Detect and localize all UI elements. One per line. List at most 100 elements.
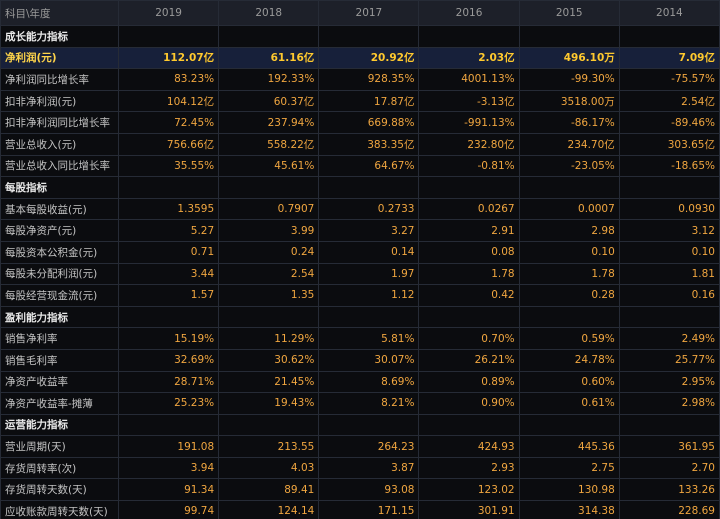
value-cell: -75.57% [618, 68, 720, 91]
empty-cell [318, 413, 420, 437]
value-cell: 19.43% [218, 392, 320, 415]
value-cell: 112.07亿 [117, 46, 220, 70]
section-title: 每股指标 [0, 176, 119, 199]
data-row: 营业总收入同比增长率 35.55% 45.61% 64.67% -0.81% -23.05… [0, 154, 720, 178]
row-label: 每股经营现金流(元) [0, 284, 119, 307]
value-cell: -86.17% [518, 111, 620, 134]
empty-cell [218, 305, 320, 329]
section-title: 成长能力指标 [0, 25, 119, 48]
value-cell: 0.0930 [618, 197, 720, 221]
value-cell: 192.33% [218, 68, 320, 91]
empty-cell [618, 305, 720, 329]
value-cell: 496.10万 [518, 46, 620, 70]
value-cell: 756.66亿 [117, 132, 220, 156]
empty-cell [117, 413, 220, 437]
value-cell: 7.09亿 [618, 46, 720, 70]
data-row: 应收账款周转天数(天) 99.74 124.14 171.15 301.91 314.38… [0, 500, 720, 519]
value-cell: 0.14 [318, 240, 420, 264]
row-label: 存货周转天数(天) [0, 478, 119, 502]
value-cell: 5.27 [117, 219, 220, 242]
value-cell: 0.10 [518, 240, 620, 264]
value-cell: -0.81% [418, 154, 520, 178]
row-label: 每股净资产(元) [0, 219, 119, 242]
data-row: 存货周转天数(天) 91.34 89.41 93.08 123.02 130.98 133.… [0, 478, 720, 502]
empty-cell [218, 25, 320, 48]
value-cell: 3.44 [117, 262, 220, 286]
empty-cell [318, 176, 420, 199]
value-cell: 91.34 [117, 478, 220, 502]
value-cell: 3.87 [318, 456, 420, 480]
header-cell: 2017 [318, 0, 420, 26]
value-cell: 234.70亿 [518, 132, 620, 156]
empty-cell [518, 176, 620, 199]
row-label: 净利润(元) [0, 46, 119, 70]
value-cell: 2.75 [518, 456, 620, 480]
data-row: 净资产收益率 28.71% 21.45% 8.69% 0.89% 0.60% 2.95% [0, 370, 720, 394]
value-cell: 1.81 [618, 262, 720, 286]
value-cell: 3.12 [618, 219, 720, 242]
value-cell: 24.78% [518, 348, 620, 372]
value-cell: 99.74 [117, 500, 220, 519]
value-cell: 72.45% [117, 111, 220, 134]
value-cell: 424.93 [418, 435, 520, 458]
row-label: 基本每股收益(元) [0, 197, 119, 221]
value-cell: 0.28 [518, 284, 620, 307]
value-cell: 0.0007 [518, 197, 620, 221]
value-cell: 301.91 [418, 500, 520, 519]
value-cell: 20.92亿 [318, 46, 420, 70]
value-cell: 30.07% [318, 348, 420, 372]
value-cell: -99.30% [518, 68, 620, 91]
row-label: 营业周期(天) [0, 435, 119, 458]
value-cell: 104.12亿 [117, 89, 220, 113]
data-row: 销售毛利率 32.69% 30.62% 30.07% 26.21% 24.78% 25.77… [0, 348, 720, 372]
header-cell: 2016 [418, 0, 520, 26]
value-cell: 17.87亿 [318, 89, 420, 113]
row-label: 销售毛利率 [0, 348, 119, 372]
section-row: 每股指标 [0, 176, 720, 199]
value-cell: 5.81% [318, 327, 420, 350]
empty-cell [518, 25, 620, 48]
value-cell: 35.55% [117, 154, 220, 178]
value-cell: 133.26 [618, 478, 720, 502]
value-cell: 123.02 [418, 478, 520, 502]
value-cell: 93.08 [318, 478, 420, 502]
value-cell: 1.57 [117, 284, 220, 307]
value-cell: 2.98 [518, 219, 620, 242]
value-cell: 0.61% [518, 392, 620, 415]
value-cell: 1.35 [218, 284, 320, 307]
data-row: 基本每股收益(元) 1.3595 0.7907 0.2733 0.0267 0.0007 0… [0, 197, 720, 221]
data-row: 净利润同比增长率 83.23% 192.33% 928.35% 4001.13% -99.… [0, 68, 720, 91]
value-cell: 2.54亿 [618, 89, 720, 113]
value-cell: 445.36 [518, 435, 620, 458]
value-cell: 1.97 [318, 262, 420, 286]
value-cell: 0.59% [518, 327, 620, 350]
value-cell: 0.0267 [418, 197, 520, 221]
row-label: 应收账款周转天数(天) [0, 500, 119, 519]
value-cell: 21.45% [218, 370, 320, 394]
value-cell: 3.27 [318, 219, 420, 242]
value-cell: 0.60% [518, 370, 620, 394]
empty-cell [418, 176, 520, 199]
value-cell: 558.22亿 [218, 132, 320, 156]
value-cell: 60.37亿 [218, 89, 320, 113]
value-cell: 0.10 [618, 240, 720, 264]
value-cell: 0.24 [218, 240, 320, 264]
header-cell: 2015 [518, 0, 620, 26]
section-title: 运营能力指标 [0, 413, 119, 437]
value-cell: 2.54 [218, 262, 320, 286]
value-cell: 2.70 [618, 456, 720, 480]
value-cell: 15.19% [117, 327, 220, 350]
value-cell: 4.03 [218, 456, 320, 480]
row-label: 净资产收益率 [0, 370, 119, 394]
value-cell: 213.55 [218, 435, 320, 458]
value-cell: 264.23 [318, 435, 420, 458]
header-cell: 2018 [218, 0, 320, 26]
empty-cell [418, 25, 520, 48]
value-cell: 2.95% [618, 370, 720, 394]
empty-cell [117, 25, 220, 48]
data-row: 销售净利率 15.19% 11.29% 5.81% 0.70% 0.59% 2.49% [0, 327, 720, 350]
section-row: 运营能力指标 [0, 413, 720, 437]
empty-cell [518, 413, 620, 437]
value-cell: 237.94% [218, 111, 320, 134]
